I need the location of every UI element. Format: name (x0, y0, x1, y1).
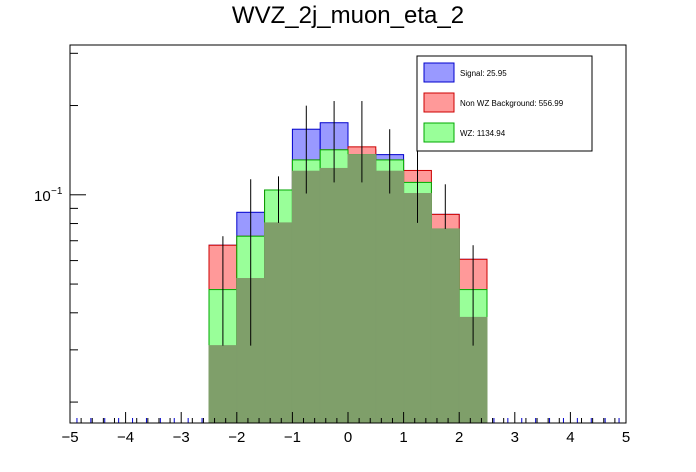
legend-swatch (423, 92, 455, 113)
x-tick-label: 0 (344, 429, 352, 446)
x-tick-label: −5 (61, 429, 78, 446)
legend-label: Signal: 25.95 (460, 69, 507, 78)
x-tick-label: −3 (173, 429, 190, 446)
y-tick-label: 10 (34, 188, 51, 205)
legend-label: Non WZ Background: 556.99 (460, 99, 564, 108)
x-tick-label: 2 (455, 429, 463, 446)
x-tick-label: −1 (284, 429, 301, 446)
x-tick-label: 1 (399, 429, 407, 446)
empty-bin-markers (76, 418, 620, 423)
x-tick-label: 5 (622, 429, 630, 446)
legend-label: WZ: 1134.94 (460, 129, 506, 138)
histogram-bars (208, 122, 488, 424)
x-tick-label: 3 (511, 429, 519, 446)
overlap-bar (208, 345, 238, 424)
y-tick-exponent: −1 (51, 186, 63, 197)
overlap-bar (430, 228, 460, 424)
error-bars (222, 101, 474, 346)
overlap-bar (403, 193, 432, 424)
legend-swatch (423, 62, 455, 83)
overlap-bar (319, 167, 349, 424)
x-tick-label: −4 (117, 429, 134, 446)
overlap-bar (347, 154, 377, 424)
x-axis: −5 −4 −3 −2 −1 0 1 2 3 4 5 (61, 412, 630, 446)
legend-swatch (423, 122, 455, 143)
legend: Signal: 25.95 Non WZ Background: 556.99 WZ… (416, 55, 593, 152)
y-axis: 10 −1 (34, 52, 86, 403)
overlap-bar (291, 170, 321, 424)
overlap-bar (264, 222, 293, 424)
overlap-bar (375, 170, 405, 424)
x-tick-label: 4 (566, 429, 574, 446)
chart-title: WVZ_2j_muon_eta_2 (231, 2, 465, 29)
x-tick-label: −2 (228, 429, 245, 446)
